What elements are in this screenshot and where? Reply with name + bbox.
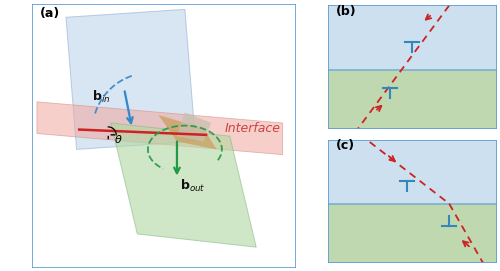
Polygon shape [66,9,196,149]
Bar [328,70,496,129]
Text: (a): (a) [40,7,60,20]
Polygon shape [111,123,256,247]
Text: $\mathbf{b}_{in}$: $\mathbf{b}_{in}$ [92,89,111,105]
Polygon shape [177,112,212,141]
Text: Interface: Interface [224,122,280,135]
Bar [328,140,496,204]
Bar [328,5,496,70]
Polygon shape [158,115,216,149]
Text: $\mathbf{b}_{out}$: $\mathbf{b}_{out}$ [180,178,206,194]
Text: (c): (c) [336,139,355,152]
Bar [328,204,496,263]
Text: $\theta$: $\theta$ [114,133,122,145]
Text: (b): (b) [336,5,356,18]
Polygon shape [37,102,282,155]
